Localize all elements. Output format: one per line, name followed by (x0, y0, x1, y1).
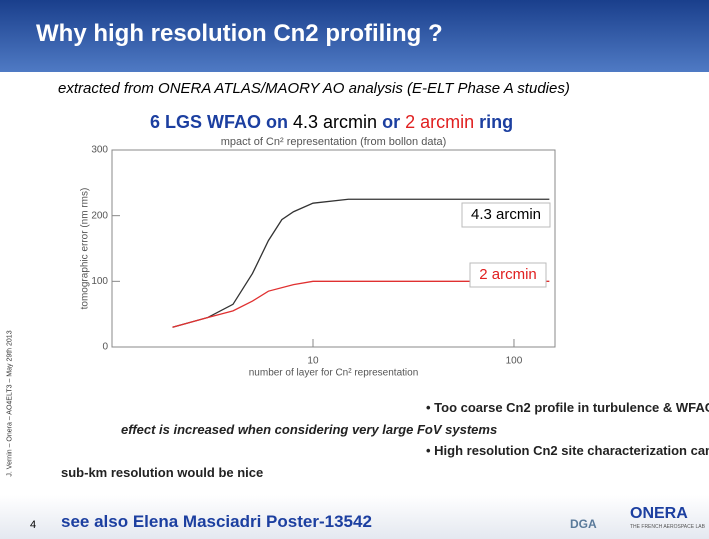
y-tick-label: 300 (91, 145, 108, 156)
legend-label: 4.3 arcmin (471, 206, 541, 223)
y-tick-label: 200 (91, 210, 108, 221)
chart-title: mpact of Cn² representation (from bollon… (221, 136, 447, 148)
bullet: • High resolution Cn2 site characterizat… (426, 443, 709, 458)
legend-label: 2 arcmin (479, 266, 537, 283)
heading-part: or (382, 112, 401, 132)
subtitle: extracted from ONERA ATLAS/MAORY AO anal… (58, 80, 570, 97)
legend-box (461, 202, 551, 228)
footer: see also Elena Masciadri Poster-13542 (61, 512, 372, 531)
page-number: 4 (30, 519, 37, 531)
heading-part: ring (479, 112, 514, 132)
heading-part: 6 LGS WFAO on (150, 112, 288, 132)
logo-onera-sub: THE FRENCH AEROSPACE LAB (630, 524, 705, 530)
data-line (172, 280, 550, 328)
heading-part: 2 arcmin (405, 112, 475, 132)
plot-frame (111, 149, 556, 348)
title-bar (0, 0, 709, 72)
heading: 6 LGS WFAO on 4.3 arcmin or 2 arcmin rin… (150, 112, 513, 133)
y-tick-label: 0 (102, 342, 108, 353)
logo-onera: ONERA (630, 505, 688, 522)
legend-box (469, 262, 547, 288)
x-axis-label: number of layer for Cn² representation (249, 368, 419, 379)
x-tick-label: 100 (506, 356, 523, 367)
x-tick-label: 10 (307, 356, 319, 367)
bullet: effect is increased when considering ver… (121, 422, 498, 437)
data-line (172, 198, 550, 328)
side-text: J. Vernin – Onera – AO4ELT3 – May 29th 2… (6, 330, 14, 477)
footer-bar (0, 495, 709, 539)
heading-part: 4.3 arcmin (293, 112, 378, 132)
bullet: • Too coarse Cn2 profile in turbulence &… (426, 400, 709, 415)
logo-dga: DGA (570, 517, 597, 531)
title: Why high resolution Cn2 profiling ? (36, 20, 443, 47)
y-axis-label: tomographic error (nm rms) (80, 188, 91, 310)
bullet: sub-km resolution would be nice (61, 465, 264, 480)
y-tick-label: 100 (91, 276, 108, 287)
